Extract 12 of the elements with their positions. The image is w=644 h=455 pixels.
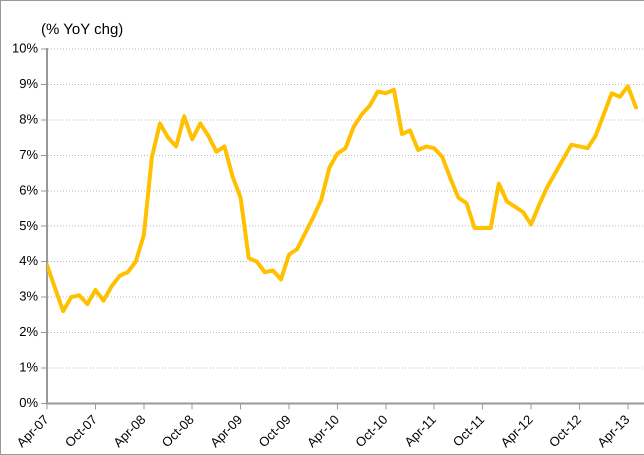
y-tick-label: 9% (19, 76, 38, 92)
y-axis-title: (% YoY chg) (41, 21, 124, 38)
y-tick-label: 8% (19, 111, 38, 126)
y-tick-label: 7% (19, 146, 38, 162)
y-tick-label: 10% (12, 40, 38, 56)
y-tick-label: 4% (19, 253, 38, 268)
y-tick-label: 0% (19, 394, 38, 410)
y-tick-label: 2% (19, 324, 38, 340)
y-tick-label: 1% (19, 360, 38, 375)
y-tick-label: 3% (19, 288, 38, 304)
y-tick-label: 5% (19, 218, 38, 233)
y-tick-label: 6% (19, 182, 38, 198)
